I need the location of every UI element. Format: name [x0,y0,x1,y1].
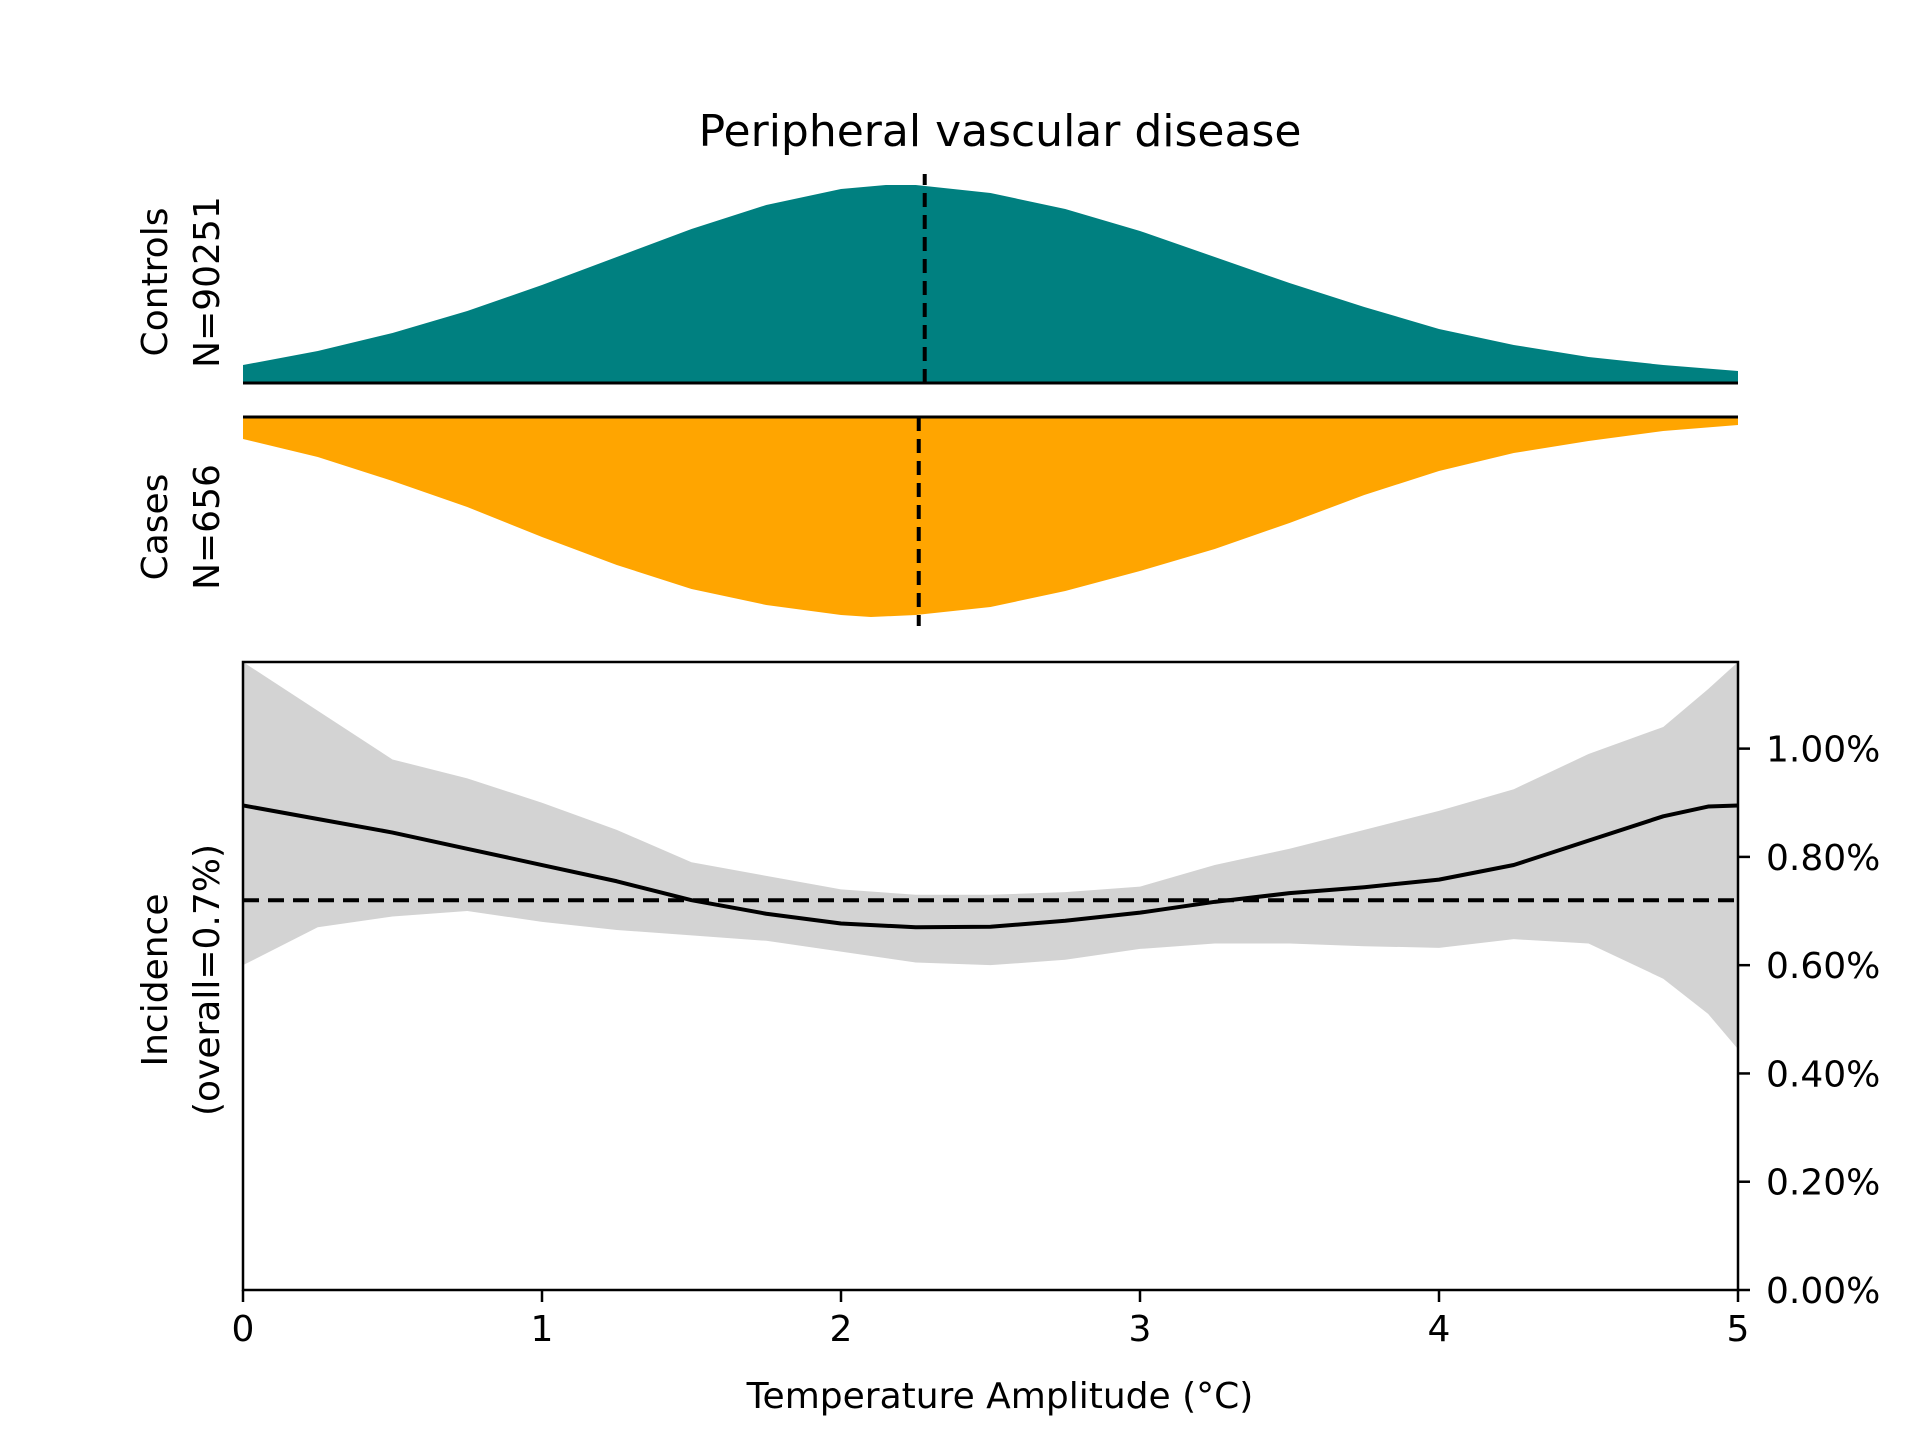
controls-label: Controls [135,208,176,357]
x-tick-label: 1 [531,1309,554,1350]
controls-density-area [243,185,1738,383]
cases-density-area [243,417,1738,617]
cases-count-label: N=656 [187,464,228,590]
y-tick-label: 1.00% [1766,730,1880,771]
x-axis: 0 1 2 3 4 5 [232,1290,1750,1350]
y-tick-label: 0.00% [1766,1271,1880,1312]
incidence-confidence-band [243,662,1738,1050]
y-axis-label-overall: (overall=0.7%) [187,844,228,1116]
x-tick-label: 5 [1727,1309,1750,1350]
controls-density-panel: Controls N=90251 [135,174,1738,385]
x-tick-label: 2 [830,1309,853,1350]
incidence-panel: 0.00% 0.20% 0.40% 0.60% 0.80% 1.00% 0 1 2 3 4 5 In… [135,660,1880,1417]
incidence-plot-frame [241,660,1740,1292]
y-tick-label: 0.80% [1766,838,1880,879]
incidence-line [242,803,1739,930]
x-tick-label: 4 [1428,1309,1451,1350]
y-axis: 0.00% 0.20% 0.40% 0.60% 0.80% 1.00% [1738,730,1880,1312]
chart-title: Peripheral vascular disease [699,106,1302,157]
y-tick-label: 0.60% [1766,946,1880,987]
controls-count-label: N=90251 [187,196,228,368]
y-tick-label: 0.20% [1766,1163,1880,1204]
x-tick-label: 0 [232,1309,255,1350]
y-axis-label: Incidence [135,894,176,1067]
x-axis-label: Temperature Amplitude (°C) [746,1376,1254,1417]
cases-density-panel: Cases N=656 [135,415,1738,626]
x-tick-label: 3 [1129,1309,1152,1350]
y-tick-label: 0.40% [1766,1054,1880,1095]
cases-label: Cases [135,474,176,581]
